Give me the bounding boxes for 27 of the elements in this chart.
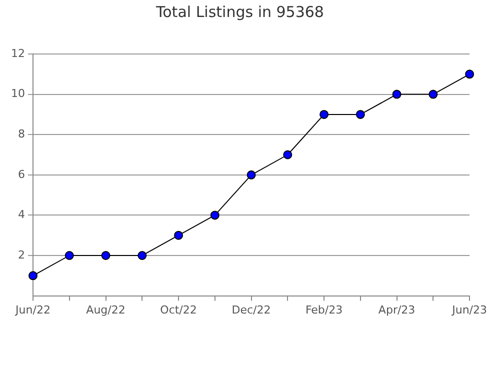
point	[356, 110, 365, 119]
y-tick-label: 8	[18, 127, 25, 140]
x-tick-label: Aug/22	[86, 303, 126, 316]
x-tick-label: Oct/22	[160, 303, 197, 316]
y-tick-label: 4	[18, 208, 25, 222]
chart-title: Total Listings in 95368	[155, 2, 324, 21]
point	[138, 251, 147, 260]
y-tick-label: 12	[10, 46, 25, 60]
x-tick-label: Feb/23	[305, 303, 343, 316]
point	[392, 90, 402, 99]
point	[465, 70, 474, 79]
y-tick-label: 6	[18, 168, 25, 181]
x-tick-label: Dec/22	[232, 303, 271, 316]
point	[28, 271, 38, 280]
point	[174, 230, 184, 240]
point	[210, 210, 220, 220]
x-tick-label: Jun/23	[451, 303, 487, 316]
point	[101, 251, 110, 260]
point	[428, 90, 438, 99]
x-tick-label: Jun/22	[14, 303, 50, 316]
point	[283, 150, 292, 160]
y-tick-label: 2	[18, 248, 25, 262]
point	[320, 110, 329, 119]
point	[246, 170, 256, 180]
point	[64, 251, 74, 260]
x-tick-label: Apr/23	[378, 303, 416, 316]
y-tick-label: 10	[10, 87, 25, 100]
